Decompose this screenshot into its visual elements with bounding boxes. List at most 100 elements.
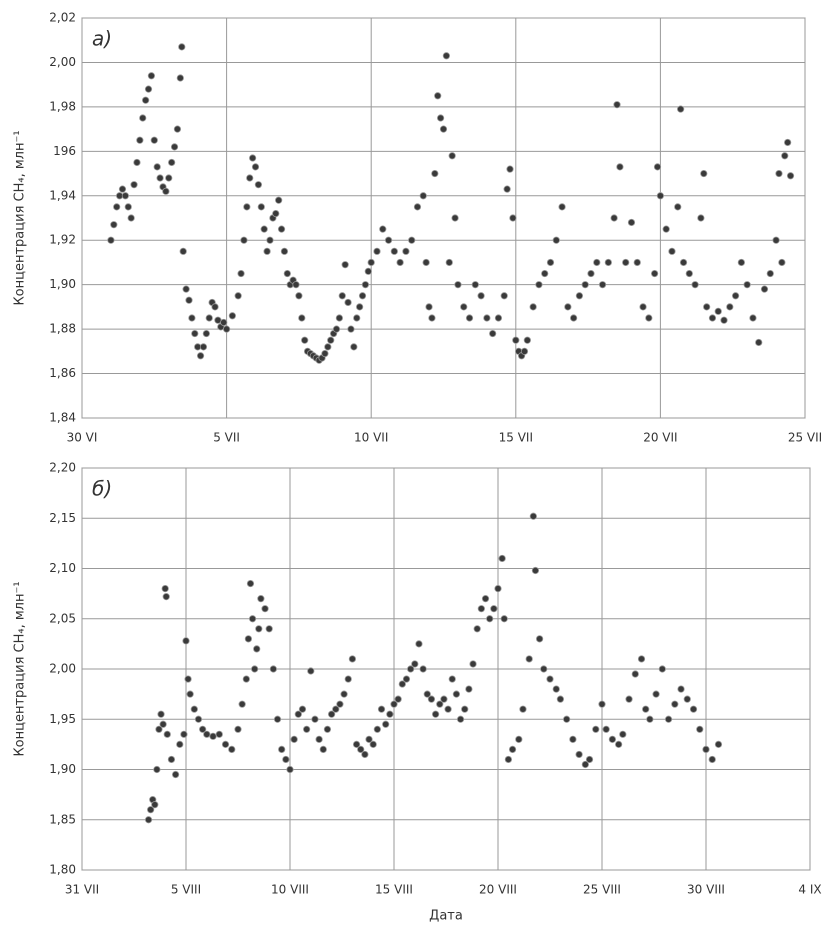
data-point [772,236,780,244]
data-point [471,281,479,289]
data-point [477,292,485,300]
data-point [697,214,705,222]
data-point [223,325,231,333]
data-point [260,225,268,233]
data-point [240,236,248,244]
data-point [444,705,452,713]
data-point [445,258,453,267]
data-point [708,314,717,322]
data-point [631,670,639,678]
data-point [428,314,436,322]
data-point [602,725,610,733]
data-point [677,685,685,693]
data-point [529,512,537,520]
data-point [196,352,205,360]
y-tick-label: 2,00 [49,55,76,69]
data-point [144,85,153,93]
data-point [448,152,456,160]
data-point [153,163,161,171]
data-point [494,314,503,322]
data-point [509,214,517,222]
data-point [357,745,365,754]
data-point [408,236,416,244]
data-point [209,732,217,740]
data-point [390,247,398,255]
data-point [592,725,600,733]
y-tick-label: 1,85 [49,812,76,826]
data-point [184,675,192,683]
data-point [228,745,236,754]
data-point [255,625,263,633]
data-point [190,705,198,713]
data-point [307,667,315,675]
plot-frame [81,17,806,419]
data-point [558,203,566,211]
data-point [283,269,291,278]
data-point [652,690,660,698]
data-point [503,185,511,193]
data-point [248,615,257,623]
data-point [431,710,440,718]
data-point [760,285,769,293]
y-tick-label: 2,05 [49,611,76,625]
panel-label: а) [92,27,112,51]
data-point [448,675,456,683]
data-point [642,705,650,713]
data-point [541,269,549,278]
data-point [781,152,789,160]
data-point [743,281,751,289]
data-point [253,645,261,653]
data-point [251,665,259,673]
data-point [156,174,164,182]
x-tick-label: 5 VII [213,431,240,445]
data-point [702,745,710,754]
data-point [155,725,163,733]
data-point [167,755,176,764]
data-point [350,343,358,351]
data-point [622,258,630,267]
data-point [136,136,144,144]
data-point [151,801,159,809]
data-point [118,185,127,193]
data-point [243,203,251,211]
data-point [587,269,595,278]
data-point [221,740,230,748]
data-point [356,303,364,311]
data-point [720,316,728,324]
y-tick-label: 1,88 [49,322,76,336]
data-point [205,314,213,322]
data-point [504,755,512,764]
y-axis-title: Концентрация CH₄, млн⁻¹ [13,130,28,305]
data-point [451,214,459,222]
data-point [113,203,121,211]
data-point [564,303,572,311]
data-point [460,303,468,311]
data-point [775,169,783,178]
data-point [608,735,617,743]
data-point [246,174,254,182]
data-point [442,52,450,60]
x-tick-label: 5 VIII [171,883,201,897]
data-point [708,755,716,764]
x-tick-label: 15 VII [499,431,533,445]
data-point [668,247,676,255]
data-point [348,655,356,663]
data-point [272,209,280,218]
data-point [142,96,150,104]
data-point [344,675,352,683]
data-point [520,347,529,355]
data-point [361,281,370,289]
data-point [440,695,448,703]
data-point [633,258,641,267]
data-point [778,258,786,267]
data-point [373,725,381,733]
data-point [373,247,381,255]
data-point [613,101,621,109]
data-point [683,695,691,703]
panel-label: б) [92,477,112,501]
data-point [157,710,165,718]
data-point [415,640,423,648]
data-point [377,705,386,713]
data-point [506,165,514,173]
